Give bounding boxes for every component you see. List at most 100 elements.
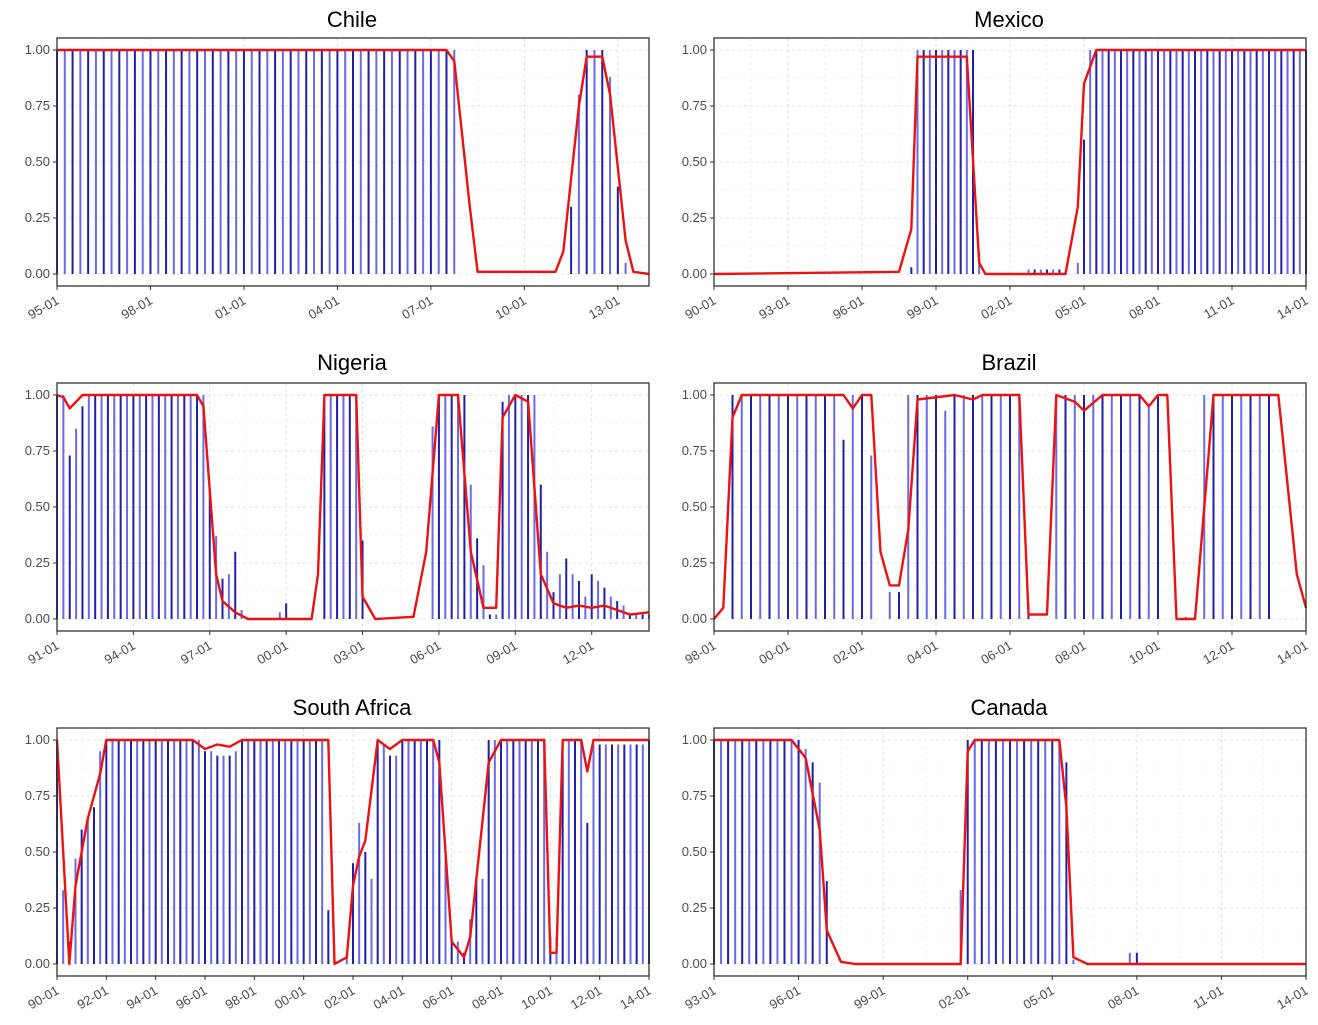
x-tick-label: 96-01 xyxy=(173,983,209,1013)
x-tick-label: 93-01 xyxy=(682,983,718,1013)
series-line xyxy=(56,393,650,621)
series-line xyxy=(713,393,1308,621)
brazil-panel: 0.00 0.25 0.50 0.75 1.00 98-01 00-01 02-01 04-01… xyxy=(682,350,1311,667)
series-line xyxy=(57,48,650,276)
y-tick-label: 0.50 xyxy=(682,844,707,859)
x-tick-label: 04-01 xyxy=(904,638,940,668)
canada-panel: 0.00 0.25 0.50 0.75 1.00 93-01 96-01 99-01 02-01… xyxy=(682,695,1311,1012)
x-tick-label: 05-01 xyxy=(1052,293,1088,323)
x-tick-label: 12-01 xyxy=(560,638,596,668)
x-tick-label: 99-01 xyxy=(904,293,940,323)
x-tick-label: 94-01 xyxy=(102,638,138,668)
y-tick-label: 0.25 xyxy=(25,900,50,915)
x-tick-label: 97-01 xyxy=(178,638,214,668)
x-tick-label: 10-01 xyxy=(493,293,529,323)
x-tick-label: 92-01 xyxy=(75,983,111,1013)
y-tick-label: 1.00 xyxy=(682,387,707,402)
x-tick-label: 02-01 xyxy=(830,638,866,668)
x-tick-label: 96-01 xyxy=(830,293,866,323)
y-tick-label: 0.75 xyxy=(25,98,50,113)
x-tick-label: 00-01 xyxy=(272,983,308,1013)
panel-title: South Africa xyxy=(293,695,412,720)
x-tick-label: 95-01 xyxy=(25,293,61,323)
x-tick-label: 14-01 xyxy=(1274,293,1310,323)
y-tick-label: 1.00 xyxy=(682,732,707,747)
x-tick-label: 08-01 xyxy=(469,983,505,1013)
panel-title: Nigeria xyxy=(317,350,387,375)
x-tick-label: 96-01 xyxy=(767,983,803,1013)
panel-title: Mexico xyxy=(974,7,1044,32)
y-tick-label: 0.50 xyxy=(25,844,50,859)
x-tick-label: 03-01 xyxy=(331,638,367,668)
panel-title: Canada xyxy=(970,695,1048,720)
x-tick-label: 90-01 xyxy=(25,983,61,1013)
x-tick-label: 12-01 xyxy=(568,983,604,1013)
x-tick-label: 07-01 xyxy=(399,293,435,323)
y-tick-label: 0.25 xyxy=(25,555,50,570)
x-tick-label: 04-01 xyxy=(371,983,407,1013)
y-tick-label: 0.50 xyxy=(682,154,707,169)
x-tick-label: 12-01 xyxy=(1200,638,1236,668)
y-tick-label: 1.00 xyxy=(25,42,50,57)
panel-title: Chile xyxy=(327,7,377,32)
nigeria-panel: 0.00 0.25 0.50 0.75 1.00 91-01 94-01 97-01 00-01… xyxy=(25,350,650,668)
y-tick-label: 0.75 xyxy=(682,98,707,113)
x-tick-label: 14-01 xyxy=(1274,983,1310,1013)
x-tick-label: 90-01 xyxy=(682,293,718,323)
x-tick-label: 02-01 xyxy=(321,983,357,1013)
x-tick-label: 98-01 xyxy=(223,983,259,1013)
x-tick-label: 98-01 xyxy=(682,638,718,668)
x-tick-label: 91-01 xyxy=(25,638,61,668)
x-tick-label: 00-01 xyxy=(756,638,792,668)
x-tick-label: 01-01 xyxy=(212,293,248,323)
y-tick-label: 0.00 xyxy=(25,956,50,971)
x-tick-label: 11-01 xyxy=(1201,293,1236,322)
y-tick-label: 0.25 xyxy=(682,210,707,225)
x-tick-label: 98-01 xyxy=(119,293,155,323)
panel-title: Brazil xyxy=(981,350,1036,375)
y-tick-label: 0.00 xyxy=(682,956,707,971)
x-tick-label: 02-01 xyxy=(936,983,972,1013)
x-tick-label: 08-01 xyxy=(1052,638,1088,668)
y-tick-label: 1.00 xyxy=(682,42,707,57)
y-tick-label: 0.50 xyxy=(682,499,707,514)
y-tick-label: 0.75 xyxy=(25,788,50,803)
y-tick-label: 0.00 xyxy=(682,611,707,626)
y-tick-label: 0.50 xyxy=(25,154,50,169)
x-tick-label: 06-01 xyxy=(407,638,443,668)
x-tick-label: 09-01 xyxy=(484,638,520,668)
series-line xyxy=(55,738,649,966)
x-tick-label: 06-01 xyxy=(420,983,456,1013)
y-tick-label: 0.25 xyxy=(682,555,707,570)
y-tick-label: 0.75 xyxy=(682,443,707,458)
x-tick-label: 02-01 xyxy=(978,293,1014,323)
x-tick-label: 10-01 xyxy=(519,983,555,1013)
y-tick-label: 1.00 xyxy=(25,732,50,747)
x-tick-label: 05-01 xyxy=(1020,983,1056,1013)
x-tick-label: 10-01 xyxy=(1126,638,1162,668)
x-tick-label: 08-01 xyxy=(1105,983,1141,1013)
y-tick-label: 0.75 xyxy=(25,443,50,458)
y-tick-label: 0.00 xyxy=(25,266,50,281)
y-tick-label: 0.75 xyxy=(682,788,707,803)
x-tick-label: 08-01 xyxy=(1126,293,1162,323)
y-tick-label: 0.25 xyxy=(25,210,50,225)
y-tick-label: 0.25 xyxy=(682,900,707,915)
x-tick-label: 04-01 xyxy=(306,293,342,323)
series-line xyxy=(713,48,1306,276)
x-tick-label: 14-01 xyxy=(617,983,653,1013)
chile-panel: 0.00 0.25 0.50 0.75 1.00 95-01 98-01 01-01 04-01… xyxy=(25,7,650,323)
x-tick-label: 14-01 xyxy=(1274,638,1310,668)
y-tick-label: 0.00 xyxy=(682,266,707,281)
x-tick-label: 13-01 xyxy=(586,293,622,323)
x-tick-label: 93-01 xyxy=(756,293,792,323)
mexico-panel: 0.00 0.25 0.50 0.75 1.00 90-01 93-01 96-01 99-01… xyxy=(682,7,1311,322)
x-tick-label: 00-01 xyxy=(254,638,290,668)
y-tick-label: 1.00 xyxy=(25,387,50,402)
x-tick-label: 06-01 xyxy=(978,638,1014,668)
y-tick-label: 0.50 xyxy=(25,499,50,514)
x-tick-label: 94-01 xyxy=(124,983,160,1013)
south-africa-panel: 0.00 0.25 0.50 0.75 1.00 90-01 92-01 94-01 96-01… xyxy=(25,695,654,1012)
series-line xyxy=(714,738,1306,966)
